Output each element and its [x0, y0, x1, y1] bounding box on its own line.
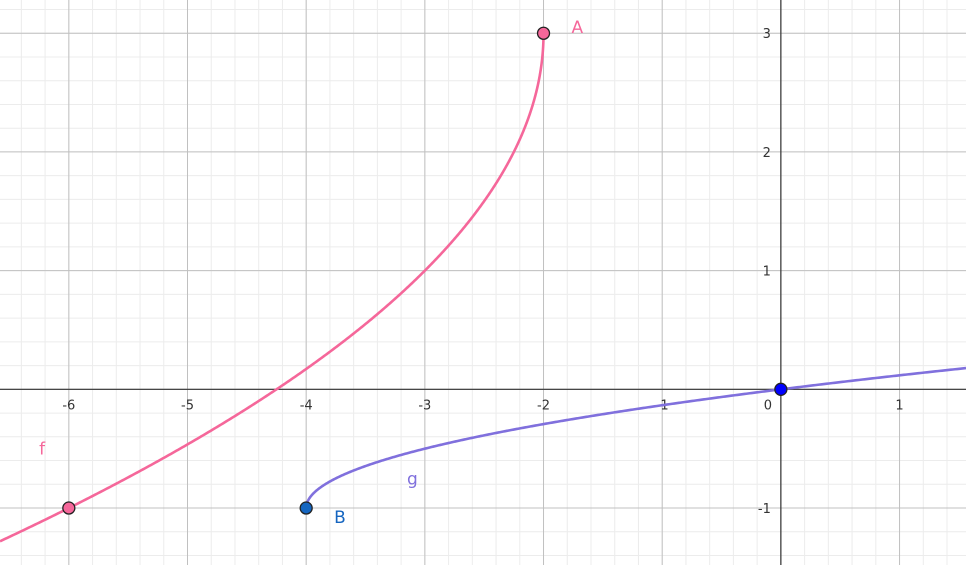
x-tick-label: -2	[537, 398, 550, 413]
point-A[interactable]	[536, 26, 551, 40]
curve-label-g: g	[407, 469, 418, 489]
x-tick-label: -6	[62, 398, 75, 413]
y-tick-label: 3	[763, 27, 771, 42]
point-label-A: A	[572, 18, 584, 38]
point-B[interactable]	[299, 501, 313, 515]
x-tick-label: 0	[764, 398, 772, 413]
x-tick-label: -5	[181, 398, 194, 413]
point-label-B: B	[334, 508, 346, 528]
y-tick-label: 1	[763, 265, 771, 280]
y-tick-label: -1	[758, 502, 771, 517]
point[interactable]	[62, 501, 76, 515]
x-tick-label: 1	[895, 398, 903, 413]
x-tick-label: -4	[300, 398, 313, 413]
y-tick-label: 2	[763, 146, 771, 161]
curve-f[interactable]	[0, 33, 545, 543]
curve-label-f: f	[39, 440, 46, 460]
x-tick-label: -3	[418, 398, 431, 413]
point[interactable]	[774, 382, 788, 396]
curve-g[interactable]	[304, 366, 966, 509]
